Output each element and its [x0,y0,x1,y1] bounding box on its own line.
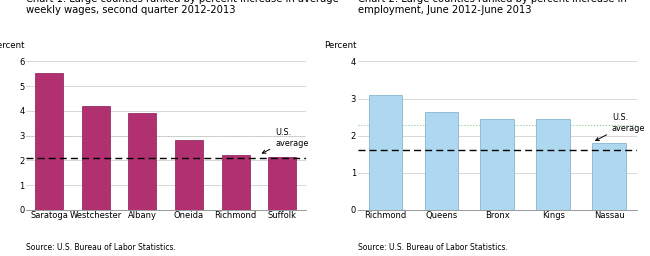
Bar [82,106,110,210]
Bar [222,155,250,210]
Bar [424,112,458,210]
Text: Source: U.S. Bureau of Labor Statistics.: Source: U.S. Bureau of Labor Statistics. [358,243,508,252]
Bar [129,113,157,210]
Bar [592,143,626,210]
Text: Percent: Percent [0,40,25,50]
Text: Percent: Percent [324,40,356,50]
Bar [536,119,570,210]
Text: U.S.
average: U.S. average [595,113,645,141]
Text: Chart 1. Large counties ranked by percent increase in average
weekly wages, seco: Chart 1. Large counties ranked by percen… [26,0,339,15]
Text: Source: U.S. Bureau of Labor Statistics.: Source: U.S. Bureau of Labor Statistics. [26,243,176,252]
Bar [369,95,402,210]
Text: Chart 2. Large counties ranked by percent increase in
employment, June 2012-June: Chart 2. Large counties ranked by percen… [358,0,626,15]
Bar [175,140,203,210]
Bar [268,157,296,210]
Bar [480,119,514,210]
Bar [35,72,63,210]
Text: U.S.
average: U.S. average [263,128,309,153]
